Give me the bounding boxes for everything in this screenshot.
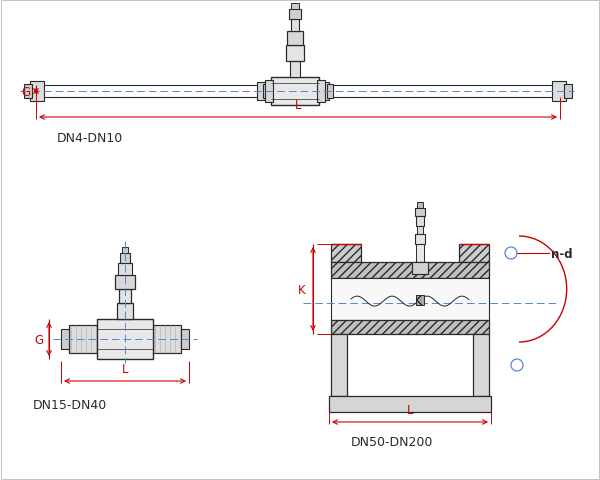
Text: n-d: n-d — [551, 247, 572, 260]
Bar — [286, 46, 304, 62]
Bar — [119, 289, 131, 303]
Bar — [153, 325, 181, 353]
Bar — [118, 264, 132, 276]
Bar — [329, 396, 491, 412]
Bar — [415, 235, 425, 244]
Bar — [327, 85, 333, 99]
Bar — [257, 83, 265, 101]
Text: K: K — [298, 283, 305, 296]
Bar — [416, 296, 424, 305]
Bar — [331, 278, 489, 320]
Bar — [61, 329, 69, 349]
Bar — [117, 303, 133, 319]
Bar — [24, 85, 32, 99]
Bar — [290, 62, 300, 78]
Bar — [271, 78, 319, 106]
Text: G: G — [21, 85, 30, 98]
Text: G: G — [34, 333, 43, 346]
Bar — [412, 263, 428, 275]
Circle shape — [511, 359, 523, 371]
Bar — [321, 83, 329, 101]
Text: L: L — [122, 362, 128, 375]
Bar — [287, 32, 303, 46]
Bar — [30, 82, 44, 102]
Bar — [291, 20, 299, 32]
Text: DN50-DN200: DN50-DN200 — [351, 435, 433, 449]
Bar — [69, 325, 97, 353]
Bar — [417, 227, 423, 235]
Bar — [473, 334, 489, 396]
Bar — [97, 319, 153, 359]
Bar — [265, 81, 273, 103]
Bar — [331, 263, 489, 278]
Bar — [417, 203, 423, 209]
Bar — [263, 85, 269, 99]
Bar — [122, 248, 128, 253]
Bar — [331, 244, 361, 263]
Bar — [115, 276, 135, 289]
Bar — [289, 10, 301, 20]
Bar — [416, 244, 424, 320]
Bar — [181, 329, 189, 349]
Text: DN15-DN40: DN15-DN40 — [33, 399, 107, 412]
Bar — [459, 244, 489, 263]
Bar — [331, 320, 489, 334]
Bar — [120, 253, 130, 264]
Bar — [552, 82, 566, 102]
Bar — [415, 209, 425, 216]
Circle shape — [505, 248, 517, 260]
Bar — [317, 81, 325, 103]
Bar — [291, 4, 299, 10]
Text: L: L — [407, 403, 413, 416]
Bar — [416, 216, 424, 227]
Text: L: L — [295, 99, 301, 112]
Text: DN4-DN10: DN4-DN10 — [57, 131, 123, 144]
Bar — [331, 334, 347, 396]
Bar — [564, 85, 572, 99]
